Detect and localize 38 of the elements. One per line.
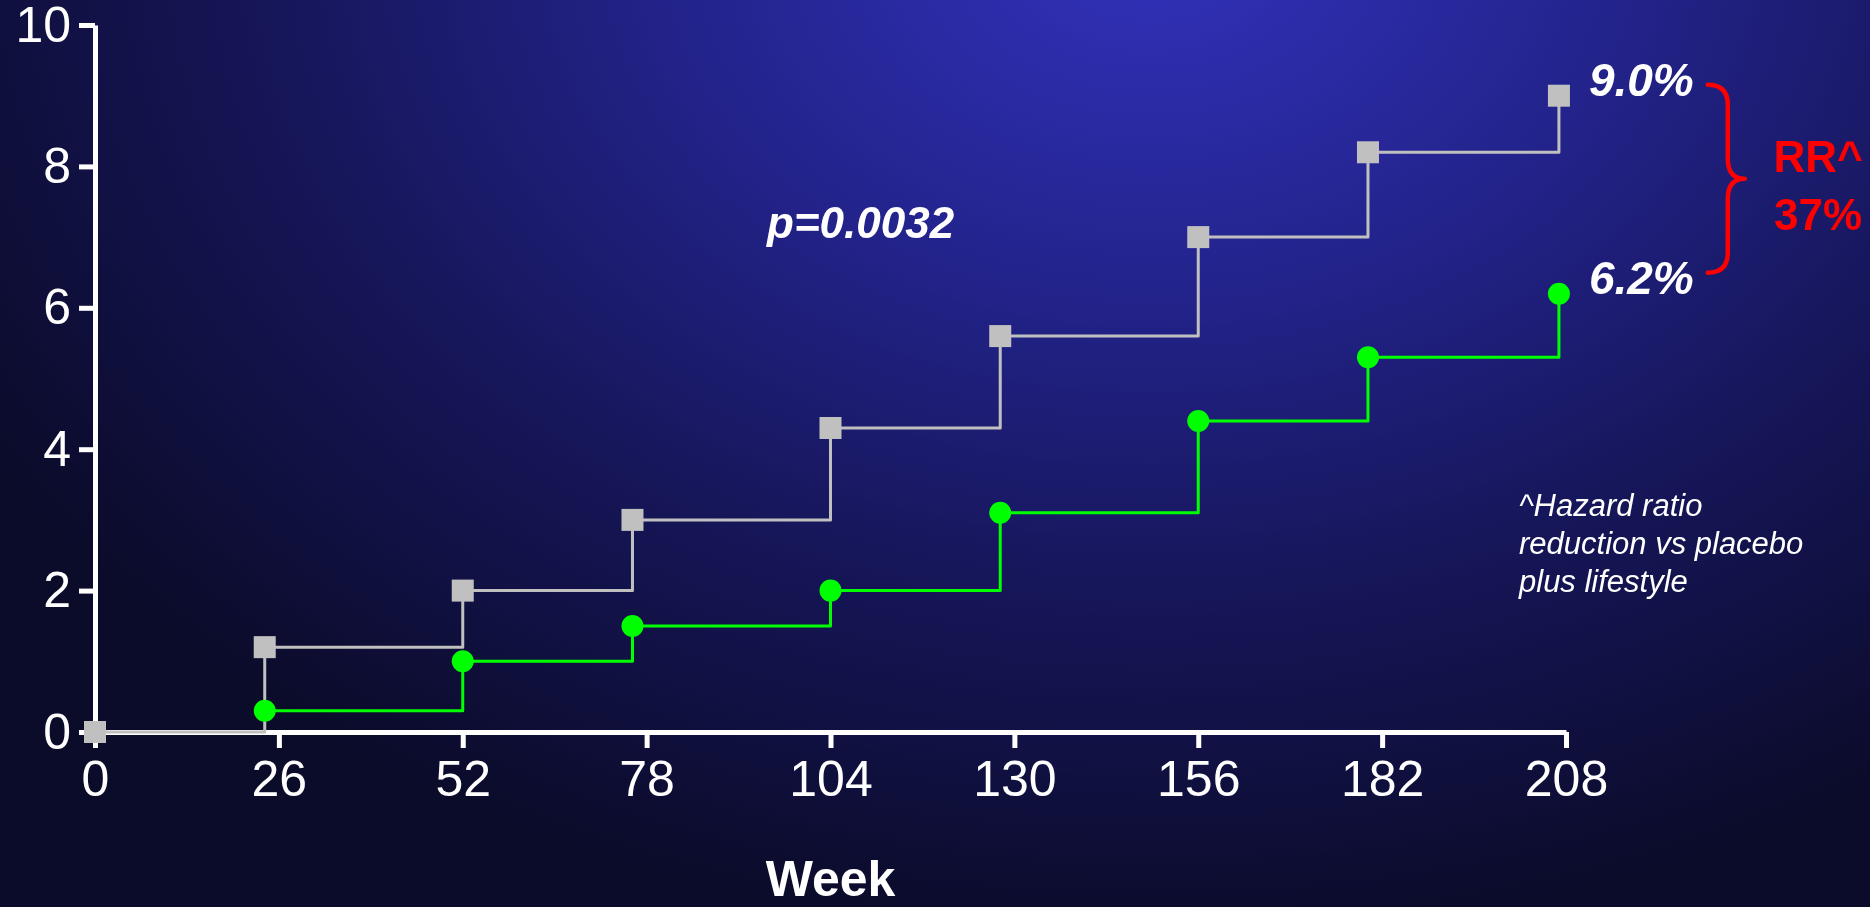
point xyxy=(1547,282,1570,305)
y-tick-label: 2 xyxy=(43,562,71,619)
x-tick-label: 78 xyxy=(619,750,675,807)
point xyxy=(1547,84,1570,107)
x-axis-title: Week xyxy=(765,851,896,907)
x-tick-label: 0 xyxy=(81,750,110,807)
x-tick-label: 156 xyxy=(1157,750,1241,807)
point xyxy=(1187,409,1210,432)
point xyxy=(819,579,842,602)
x-tick-label: 26 xyxy=(251,750,308,807)
annotation: p=0.0032 xyxy=(766,198,955,247)
x-tick-label: 52 xyxy=(435,750,492,807)
y-tick-label: 8 xyxy=(43,137,71,194)
x-tick-label: 182 xyxy=(1340,750,1425,807)
point xyxy=(1356,141,1379,164)
point xyxy=(451,650,474,673)
point xyxy=(819,416,842,439)
x-tick-label: 104 xyxy=(789,750,873,807)
point xyxy=(1356,346,1379,369)
y-tick-label: 0 xyxy=(43,703,71,760)
x-tick-label: 208 xyxy=(1524,750,1609,807)
x-tick-label: 130 xyxy=(973,750,1057,807)
point xyxy=(253,636,276,659)
y-tick-label: 10 xyxy=(15,0,71,53)
annotation: 9.0% xyxy=(1588,53,1694,106)
point xyxy=(621,508,644,531)
point xyxy=(84,721,106,743)
point xyxy=(989,325,1012,348)
annotation: 6.2% xyxy=(1588,251,1694,304)
y-tick-label: 6 xyxy=(43,279,71,336)
point xyxy=(989,501,1012,524)
point xyxy=(451,579,474,602)
point xyxy=(621,614,644,637)
point xyxy=(253,699,276,722)
text: RR^ 37% xyxy=(1773,132,1863,239)
y-tick-label: 4 xyxy=(43,420,71,477)
annotation: ^Hazard ratio reduction vs placebo plus lifestyle xyxy=(1518,488,1804,599)
point xyxy=(1187,226,1210,249)
